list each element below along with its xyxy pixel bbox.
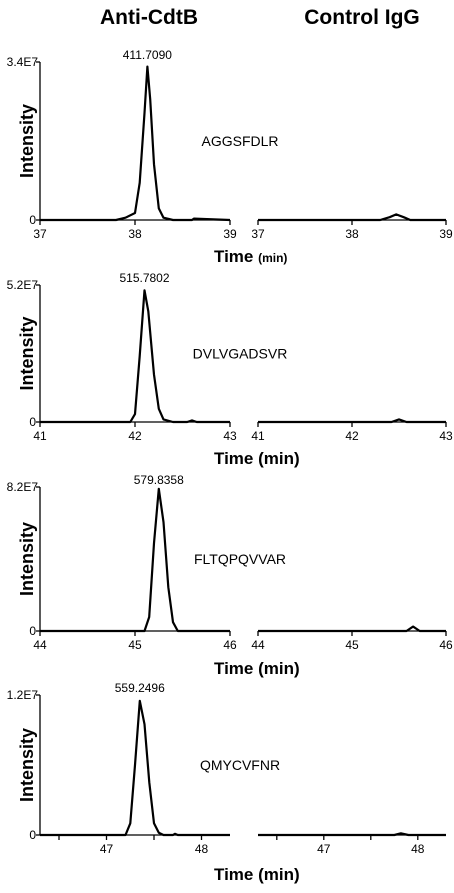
chromatogram-panels: 37 38 39 3.4E7 0 411.7090 37 38 39 Intensity AGGSF… xyxy=(7,48,453,884)
x-axis-label-time: Time xyxy=(214,865,258,884)
trace-control-igg xyxy=(258,213,446,222)
trace-anti-cdtb xyxy=(40,289,230,424)
chart-row-4: 47 48 1.2E7 0 559.2496 47 48 Intensity QMYCVFNR T… xyxy=(7,681,446,884)
x-tick-label-anti-cdtb: 38 xyxy=(128,227,142,241)
chart-row-2: 41 42 43 5.2E7 0 515.7802 41 42 43 Intensity DVLVG… xyxy=(7,271,453,468)
chart-row-1: 37 38 39 3.4E7 0 411.7090 37 38 39 Intensity AGGSF… xyxy=(7,48,453,266)
x-tick-label-control-igg: 37 xyxy=(251,227,265,241)
y-tick-label-zero: 0 xyxy=(29,415,36,429)
peptide-label: FLTQPQVVAR xyxy=(194,551,286,567)
x-axis-label-unit: (min) xyxy=(258,251,287,265)
x-axis-label: Time (min) xyxy=(214,449,300,468)
x-tick-label-anti-cdtb: 43 xyxy=(223,429,237,443)
peptide-label: DVLVGADSVR xyxy=(193,346,288,362)
x-tick-label-control-igg: 46 xyxy=(439,638,453,652)
x-axis-label-unit: (min) xyxy=(258,449,300,468)
x-axis-label: Time (min) xyxy=(214,247,287,266)
x-axis-label-unit: (min) xyxy=(258,865,300,884)
y-tick-label-zero: 0 xyxy=(29,624,36,638)
x-axis-label: Time (min) xyxy=(214,659,300,678)
trace-anti-cdtb xyxy=(40,487,230,633)
trace-control-igg xyxy=(258,832,446,837)
x-tick-label-control-igg: 48 xyxy=(411,842,425,856)
x-axis-label-time: Time xyxy=(214,247,258,266)
x-tick-label-anti-cdtb: 37 xyxy=(33,227,47,241)
x-tick-label-anti-cdtb: 39 xyxy=(223,227,237,241)
x-tick-label-control-igg: 43 xyxy=(439,429,453,443)
peptide-label: AGGSFDLR xyxy=(201,133,278,149)
y-tick-label-max: 5.2E7 xyxy=(7,278,39,292)
trace-control-igg xyxy=(258,418,446,424)
mz-label: 579.8358 xyxy=(134,473,184,487)
x-tick-label-anti-cdtb: 41 xyxy=(33,429,47,443)
y-tick-label-max: 8.2E7 xyxy=(7,480,39,494)
y-axis-label: Intensity xyxy=(17,316,37,390)
x-tick-label-control-igg: 47 xyxy=(317,842,331,856)
y-tick-label-zero: 0 xyxy=(29,828,36,842)
x-axis-label-unit: (min) xyxy=(258,659,300,678)
column-title-control-igg: Control IgG xyxy=(304,6,419,29)
trace-anti-cdtb xyxy=(40,65,231,222)
y-tick-label-max: 1.2E7 xyxy=(7,688,39,702)
x-tick-label-anti-cdtb: 44 xyxy=(33,638,47,652)
x-tick-label-anti-cdtb: 47 xyxy=(100,842,114,856)
x-tick-label-control-igg: 41 xyxy=(251,429,265,443)
x-axis-label: Time (min) xyxy=(214,865,300,884)
x-tick-label-control-igg: 42 xyxy=(345,429,359,443)
mz-label: 515.7802 xyxy=(119,271,169,285)
chart-row-3: 44 45 46 8.2E7 0 579.8358 44 45 46 Intensity FLTQP… xyxy=(7,473,453,678)
x-tick-label-anti-cdtb: 46 xyxy=(223,638,237,652)
x-tick-label-control-igg: 38 xyxy=(345,227,359,241)
y-axis-label: Intensity xyxy=(17,104,37,178)
x-tick-label-anti-cdtb: 45 xyxy=(128,638,142,652)
mz-label: 559.2496 xyxy=(115,681,165,695)
trace-control-igg xyxy=(258,625,446,633)
x-axis-label-time: Time xyxy=(214,659,258,678)
y-axis-label: Intensity xyxy=(17,728,37,802)
x-tick-label-control-igg: 39 xyxy=(439,227,453,241)
y-tick-label-zero: 0 xyxy=(29,213,36,227)
x-tick-label-anti-cdtb: 42 xyxy=(128,429,142,443)
trace-anti-cdtb xyxy=(40,699,230,837)
y-axis-label: Intensity xyxy=(17,522,37,596)
column-title-anti-cdtb: Anti-CdtB xyxy=(100,6,198,29)
mz-label: 411.7090 xyxy=(123,48,172,62)
peptide-label: QMYCVFNR xyxy=(200,757,280,773)
x-tick-label-anti-cdtb: 48 xyxy=(195,842,209,856)
y-tick-label-max: 3.4E7 xyxy=(7,55,39,69)
x-axis-label-time: Time xyxy=(214,449,258,468)
x-tick-label-control-igg: 45 xyxy=(345,638,359,652)
x-tick-label-control-igg: 44 xyxy=(251,638,265,652)
